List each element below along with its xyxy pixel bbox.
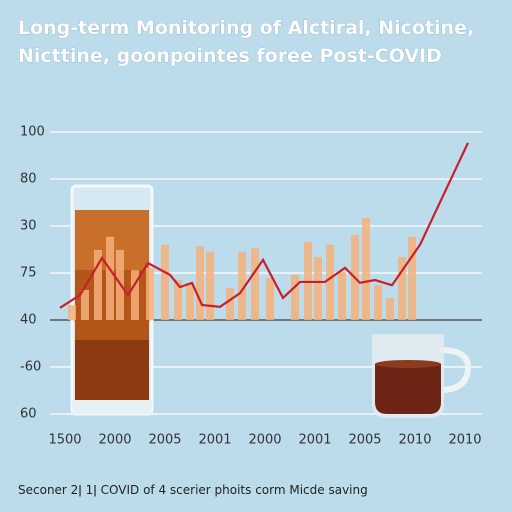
chart-title: Nicttine, goonpointes foree Post-COVID [18, 45, 442, 67]
bar [374, 285, 382, 320]
bar [131, 270, 139, 320]
bar [398, 257, 406, 320]
bar [196, 246, 204, 320]
x-tick-label: 2010 [398, 433, 431, 448]
bar [314, 257, 322, 320]
x-tick-label: 2000 [98, 433, 131, 448]
mug-illustration [372, 334, 472, 418]
bar [266, 278, 274, 320]
bar [386, 297, 394, 320]
y-tick-label: 40 [20, 313, 37, 328]
bar [338, 272, 346, 320]
y-tick-label: -60 [20, 360, 41, 375]
bar [174, 280, 182, 320]
y-tick-label: 80 [20, 172, 37, 187]
bar [106, 236, 114, 320]
bar [206, 251, 214, 320]
y-tick-label: 100 [20, 125, 45, 140]
chart-title: Long-term Monitoring of Alctiral, Nicoti… [18, 17, 474, 39]
y-tick-label: 75 [20, 266, 37, 281]
bar [146, 267, 154, 320]
x-tick-label: 2001 [298, 433, 331, 448]
bar [226, 288, 234, 320]
bar [161, 244, 169, 320]
x-tick-label: 2010 [448, 433, 481, 448]
bar [238, 251, 246, 320]
bar [68, 304, 76, 320]
x-tick-label: 2005 [148, 433, 181, 448]
x-tick-label: 2001 [198, 433, 231, 448]
caption: Seconer 2ǀ 1ǀ COVID of 4 scerier phoits … [18, 483, 368, 497]
bar [251, 248, 259, 320]
bar [326, 244, 334, 320]
x-tick-label: 2005 [348, 433, 381, 448]
bar [94, 249, 102, 320]
x-tick-label: 2000 [248, 433, 281, 448]
y-tick-label: 60 [20, 407, 37, 422]
bar [408, 236, 416, 320]
y-tick-label: 30 [20, 219, 37, 234]
line [59, 142, 469, 309]
bar [362, 218, 370, 320]
bar [186, 282, 194, 320]
x-tick-label: 1500 [48, 433, 81, 448]
bar [81, 289, 89, 320]
bar [291, 274, 299, 320]
plot-area [59, 142, 469, 320]
